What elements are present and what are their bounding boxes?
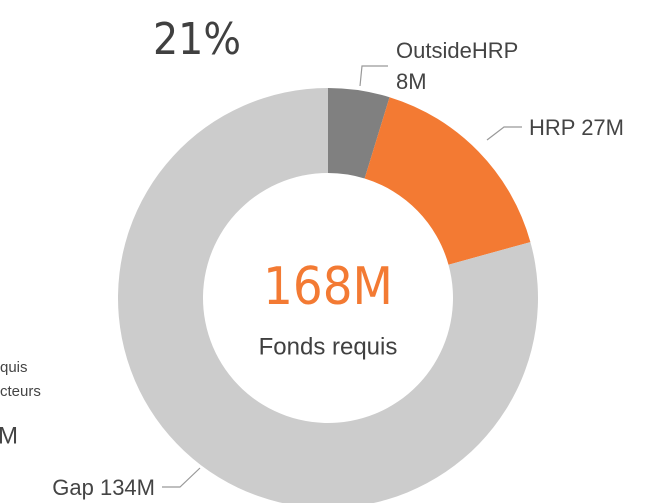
slice-label: HRP 27M	[529, 115, 624, 140]
side-fragment: quis	[0, 359, 28, 376]
donut-slice	[328, 88, 390, 179]
slice-value-label: 8M	[396, 69, 427, 94]
donut-slice	[118, 88, 538, 503]
chart-title: 21%	[153, 14, 241, 65]
leader-line	[162, 467, 201, 488]
donut-slice	[364, 97, 531, 265]
donut	[118, 88, 538, 503]
leader-line	[359, 65, 388, 87]
slice-label: OutsideHRP	[396, 38, 518, 63]
center-label: Fonds requis	[259, 333, 398, 360]
leader-line	[486, 126, 522, 141]
side-fragment: cteurs	[0, 383, 41, 400]
slice-label: Gap 134M	[52, 475, 155, 500]
center-value: 168M	[263, 257, 393, 317]
side-fragment: M	[0, 422, 18, 449]
